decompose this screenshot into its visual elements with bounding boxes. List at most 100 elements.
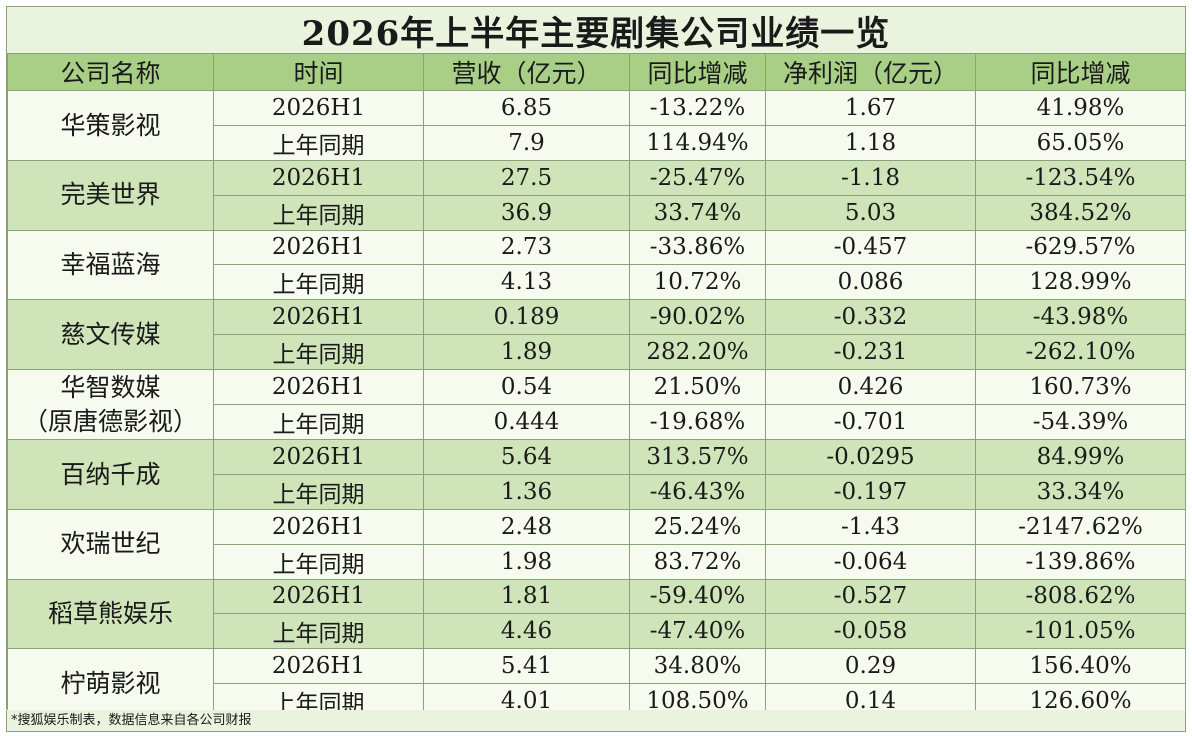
- net-profit-cell: -0.064: [765, 543, 976, 580]
- period-cell: 上年同期: [213, 403, 424, 440]
- header-period: 时间: [213, 53, 424, 91]
- period-cell: 2026H1: [213, 578, 424, 615]
- company-former-name: （原唐德影视）: [22, 406, 198, 436]
- revenue-yoy-cell: 114.94%: [629, 124, 766, 161]
- net-profit-cell: -1.18: [765, 159, 976, 196]
- revenue-cell: 0.444: [423, 403, 630, 440]
- revenue-cell: 27.5: [423, 159, 630, 196]
- revenue-cell: 0.54: [423, 369, 630, 405]
- table-row: 稻草熊娱乐 2026H1 1.81 -59.40% -0.527 -808.62%: [7, 578, 1186, 650]
- net-profit-cell: 0.086: [765, 264, 976, 301]
- period-cell: 上年同期: [213, 334, 424, 371]
- net-profit-cell: -1.43: [765, 508, 976, 545]
- company-name: 柠萌影视: [60, 668, 161, 698]
- company-name: 完美世界: [60, 180, 161, 210]
- profit-yoy-cell: -101.05%: [975, 613, 1186, 650]
- table-row: 华智数媒 （原唐德影视） 2026H1 0.54 21.50% 0.426 160.73%: [7, 369, 1186, 440]
- revenue-cell: 2.73: [423, 229, 630, 266]
- company-name-cell: 柠萌影视: [7, 648, 214, 720]
- table-row: 上年同期 4.46 -47.40% -0.058 -101.05%: [8, 613, 1186, 650]
- profit-yoy-cell: 160.73%: [975, 369, 1186, 405]
- net-profit-cell: -0.701: [765, 403, 976, 440]
- revenue-yoy-cell: 313.57%: [629, 438, 766, 475]
- period-cell: 上年同期: [213, 124, 424, 161]
- company-name: 慈文传媒: [60, 319, 161, 349]
- table-row: 上年同期 36.9 33.74% 5.03 384.52%: [8, 194, 1186, 231]
- profit-yoy-cell: 156.40%: [975, 648, 1186, 685]
- company-name: 百纳千成: [60, 459, 161, 489]
- period-cell: 2026H1: [213, 508, 424, 545]
- profit-yoy-cell: -262.10%: [975, 334, 1186, 371]
- table-row: 华策影视 2026H1 6.85 -13.22% 1.67 41.98%: [7, 90, 1186, 161]
- table-row: 慈文传媒 2026H1 0.189 -90.02% -0.332 -43.98%: [7, 299, 1186, 371]
- revenue-yoy-cell: 282.20%: [629, 334, 766, 371]
- revenue-yoy-cell: -33.86%: [629, 229, 766, 266]
- profit-yoy-cell: -2147.62%: [975, 508, 1186, 545]
- net-profit-cell: -0.197: [765, 473, 976, 510]
- profit-yoy-cell: 384.52%: [975, 194, 1186, 231]
- header-revenue-yoy: 同比增减: [629, 53, 766, 91]
- performance-table: 公司名称 时间 营收（亿元） 同比增减 净利润（亿元） 同比增减 华策影视 202…: [7, 53, 1186, 720]
- revenue-cell: 5.41: [423, 648, 630, 685]
- revenue-cell: 6.85: [423, 90, 630, 126]
- header-profit-yoy: 同比增减: [975, 53, 1186, 91]
- revenue-yoy-cell: 10.72%: [629, 264, 766, 301]
- profit-yoy-cell: -629.57%: [975, 229, 1186, 266]
- period-cell: 上年同期: [213, 543, 424, 580]
- header-revenue: 营收（亿元）: [423, 53, 630, 91]
- period-cell: 2026H1: [213, 369, 424, 405]
- table-title: 2026年上半年主要剧集公司业绩一览: [7, 7, 1185, 54]
- profit-yoy-cell: -808.62%: [975, 578, 1186, 615]
- period-cell: 2026H1: [213, 90, 424, 126]
- period-cell: 2026H1: [213, 159, 424, 196]
- table-body: 华策影视 2026H1 6.85 -13.22% 1.67 41.98% 上年同期 7.9 11…: [7, 90, 1186, 720]
- profit-yoy-cell: -43.98%: [975, 299, 1186, 336]
- revenue-cell: 36.9: [423, 194, 630, 231]
- revenue-yoy-cell: -59.40%: [629, 578, 766, 615]
- footnote: *搜狐娱乐制表，数据信息来自各公司财报: [6, 710, 1186, 732]
- revenue-yoy-cell: -19.68%: [629, 403, 766, 440]
- revenue-yoy-cell: 83.72%: [629, 543, 766, 580]
- net-profit-cell: -0.527: [765, 578, 976, 615]
- net-profit-cell: -0.231: [765, 334, 976, 371]
- table-row: 欢瑞世纪 2026H1 2.48 25.24% -1.43 -2147.62%: [7, 508, 1186, 580]
- revenue-cell: 1.36: [423, 473, 630, 510]
- revenue-cell: 1.89: [423, 334, 630, 371]
- period-cell: 2026H1: [213, 438, 424, 475]
- profit-yoy-cell: 65.05%: [975, 124, 1186, 161]
- header-net-profit: 净利润（亿元）: [765, 53, 976, 91]
- table-row: 上年同期 4.13 10.72% 0.086 128.99%: [8, 264, 1186, 301]
- revenue-yoy-cell: 21.50%: [629, 369, 766, 405]
- revenue-cell: 0.189: [423, 299, 630, 336]
- profit-yoy-cell: -123.54%: [975, 159, 1186, 196]
- net-profit-cell: -0.332: [765, 299, 976, 336]
- net-profit-cell: -0.0295: [765, 438, 976, 475]
- company-name: 欢瑞世纪: [60, 529, 161, 559]
- performance-table-sheet: 2026年上半年主要剧集公司业绩一览 公司名称 时间 营收（亿元） 同比增减 净…: [6, 6, 1186, 720]
- revenue-yoy-cell: 34.80%: [629, 648, 766, 685]
- company-name: 华策影视: [60, 110, 161, 140]
- table-row: 完美世界 2026H1 27.5 -25.47% -1.18 -123.54%: [7, 159, 1186, 231]
- revenue-yoy-cell: -90.02%: [629, 299, 766, 336]
- table-row: 上年同期 1.98 83.72% -0.064 -139.86%: [8, 543, 1186, 580]
- company-name-cell: 慈文传媒: [7, 299, 214, 371]
- company-name: 稻草熊娱乐: [47, 599, 173, 629]
- table-row: 百纳千成 2026H1 5.64 313.57% -0.0295 84.99%: [7, 438, 1186, 510]
- company-name-cell: 欢瑞世纪: [7, 508, 214, 580]
- net-profit-cell: 5.03: [765, 194, 976, 231]
- net-profit-cell: 1.67: [765, 90, 976, 126]
- net-profit-cell: -0.457: [765, 229, 976, 266]
- net-profit-cell: 1.18: [765, 124, 976, 161]
- revenue-cell: 7.9: [423, 124, 630, 161]
- period-cell: 上年同期: [213, 194, 424, 231]
- revenue-cell: 1.98: [423, 543, 630, 580]
- period-cell: 2026H1: [213, 299, 424, 336]
- net-profit-cell: 0.29: [765, 648, 976, 685]
- company-name-cell: 百纳千成: [7, 438, 214, 510]
- net-profit-cell: -0.058: [765, 613, 976, 650]
- company-name: 幸福蓝海: [60, 250, 161, 280]
- table-row: 上年同期 1.36 -46.43% -0.197 33.34%: [8, 473, 1186, 510]
- revenue-yoy-cell: -47.40%: [629, 613, 766, 650]
- profit-yoy-cell: 128.99%: [975, 264, 1186, 301]
- period-cell: 上年同期: [213, 473, 424, 510]
